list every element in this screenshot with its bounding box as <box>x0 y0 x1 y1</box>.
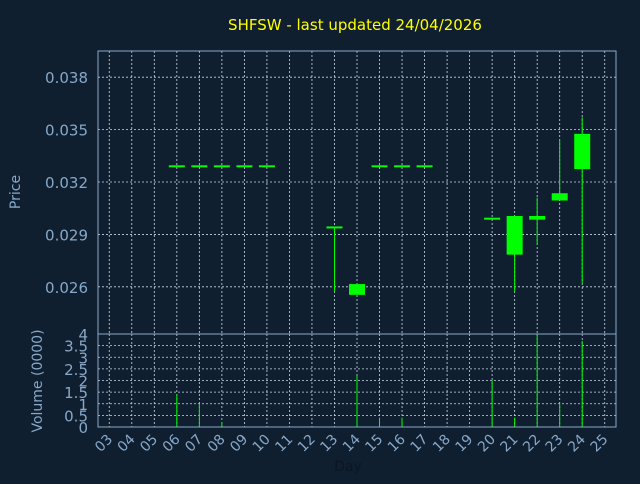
volume-bar <box>559 403 561 427</box>
chart-title: SHFSW - last updated 24/04/2026 <box>228 16 482 34</box>
volume-bars <box>176 334 583 427</box>
volume-bar <box>176 394 178 427</box>
volume-bar <box>356 375 358 427</box>
price-tick-label: 0.032 <box>45 174 88 192</box>
volume-bar <box>491 380 493 427</box>
day-axis-label: Day <box>334 459 362 475</box>
volume-bar <box>198 403 200 427</box>
volume-tick-label: 1.5 <box>64 384 88 402</box>
volume-bar <box>379 417 381 427</box>
candle-body <box>551 193 568 201</box>
candle-body <box>349 284 365 295</box>
volume-tick-label: 1 <box>78 396 88 414</box>
volume-tick-label: 2 <box>78 373 88 391</box>
volume-tick-label: 0.5 <box>64 407 88 425</box>
volume-tick-label: 4 <box>78 326 88 344</box>
volume-bar <box>514 417 516 427</box>
volume-bar <box>401 417 403 427</box>
volume-tick-label: 3 <box>78 349 88 367</box>
candle-body <box>371 165 388 168</box>
price-y-ticks: 0.038 0.035 0.032 0.029 0.026 <box>45 69 88 297</box>
price-tick-label: 0.029 <box>45 226 88 244</box>
volume-bar <box>536 334 538 427</box>
candle-body <box>168 165 185 168</box>
day-x-ticks: 0304050607080910111213141516171819202122… <box>92 431 611 455</box>
candle-body <box>484 217 501 220</box>
volume-axis-label: Volume (0000) <box>30 329 46 432</box>
candle-body <box>258 165 275 168</box>
price-tick-label: 0.038 <box>45 69 88 87</box>
candle-body <box>394 165 411 168</box>
price-tick-label: 0.026 <box>45 279 88 297</box>
candle-body <box>529 215 546 220</box>
volume-bar <box>581 340 583 427</box>
volume-y-ticks: 43.532.521.510.50 <box>64 326 88 437</box>
candle-body <box>213 165 230 168</box>
candle-body <box>506 215 523 255</box>
price-tick-label: 0.035 <box>45 122 88 140</box>
price-candles <box>168 117 591 295</box>
volume-bar <box>221 422 223 427</box>
volume-tick-label: 2.5 <box>64 361 88 379</box>
price-axis-label: Price <box>8 175 24 209</box>
candle-body <box>416 165 433 168</box>
volume-plot-frame <box>97 333 617 428</box>
candle-body <box>236 165 253 168</box>
volume-tick-label: 3.5 <box>64 338 88 356</box>
candle-body <box>326 226 343 229</box>
price-grid <box>98 51 616 334</box>
candle-body <box>574 133 591 170</box>
volume-tick-label: 0 <box>78 419 88 437</box>
candle-body <box>191 165 208 168</box>
